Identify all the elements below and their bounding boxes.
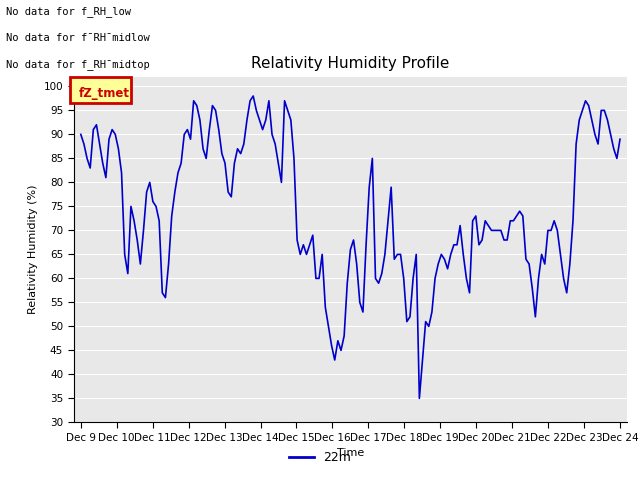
Text: No data for f_RH_low: No data for f_RH_low bbox=[6, 6, 131, 17]
Text: No data for f¯RH¯midlow: No data for f¯RH¯midlow bbox=[6, 33, 150, 43]
Legend: 22m: 22m bbox=[284, 446, 356, 469]
X-axis label: Time: Time bbox=[337, 448, 364, 458]
Y-axis label: Relativity Humidity (%): Relativity Humidity (%) bbox=[28, 185, 38, 314]
Title: Relativity Humidity Profile: Relativity Humidity Profile bbox=[252, 57, 449, 72]
Text: No data for f_RH¯midtop: No data for f_RH¯midtop bbox=[6, 59, 150, 70]
Text: fZ_tmet: fZ_tmet bbox=[79, 87, 130, 100]
